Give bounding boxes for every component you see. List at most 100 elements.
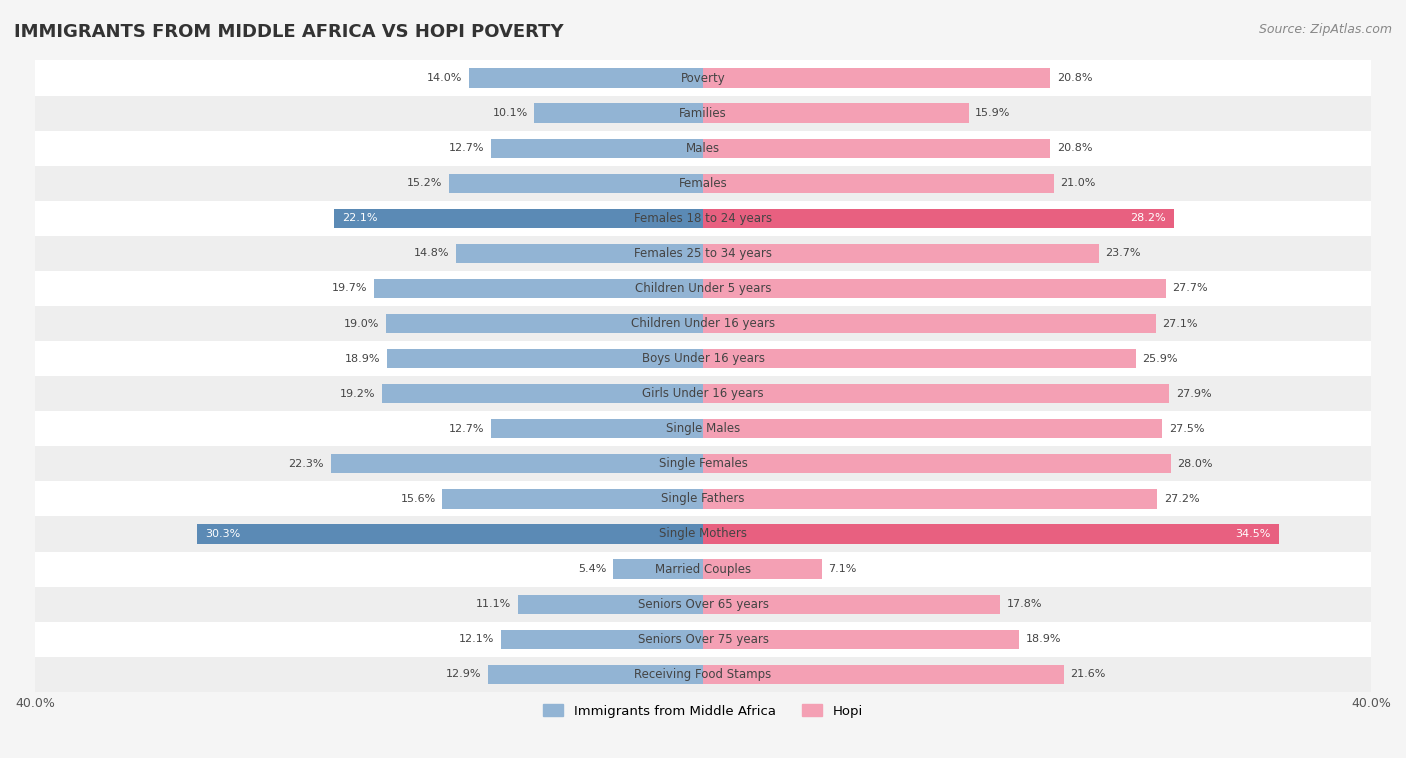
Bar xyxy=(35,341,1371,376)
Text: 27.7%: 27.7% xyxy=(1173,283,1208,293)
Bar xyxy=(703,103,969,123)
Text: 12.9%: 12.9% xyxy=(446,669,481,679)
Bar xyxy=(703,454,1171,474)
Bar xyxy=(703,665,1064,684)
Text: 21.6%: 21.6% xyxy=(1070,669,1105,679)
Bar xyxy=(449,174,703,193)
Text: 14.0%: 14.0% xyxy=(427,73,463,83)
Bar xyxy=(703,314,1156,334)
Text: 21.0%: 21.0% xyxy=(1060,178,1095,188)
Text: Children Under 16 years: Children Under 16 years xyxy=(631,317,775,330)
Bar xyxy=(703,384,1168,403)
Text: 18.9%: 18.9% xyxy=(344,354,381,364)
Text: 19.0%: 19.0% xyxy=(343,318,380,328)
Text: 18.9%: 18.9% xyxy=(1025,634,1062,644)
Text: Families: Families xyxy=(679,107,727,120)
Text: Females 25 to 34 years: Females 25 to 34 years xyxy=(634,247,772,260)
Text: 27.5%: 27.5% xyxy=(1168,424,1205,434)
Text: IMMIGRANTS FROM MIDDLE AFRICA VS HOPI POVERTY: IMMIGRANTS FROM MIDDLE AFRICA VS HOPI PO… xyxy=(14,23,564,41)
Bar xyxy=(35,622,1371,656)
Legend: Immigrants from Middle Africa, Hopi: Immigrants from Middle Africa, Hopi xyxy=(538,699,868,723)
Bar xyxy=(703,244,1099,263)
Bar xyxy=(387,349,703,368)
Bar xyxy=(374,279,703,298)
Text: 12.7%: 12.7% xyxy=(449,424,484,434)
Bar xyxy=(35,201,1371,236)
Bar xyxy=(456,244,703,263)
Text: 28.0%: 28.0% xyxy=(1177,459,1213,469)
Text: 25.9%: 25.9% xyxy=(1142,354,1178,364)
Bar xyxy=(333,208,703,228)
Bar xyxy=(385,314,703,334)
Text: Single Fathers: Single Fathers xyxy=(661,493,745,506)
Text: Single Females: Single Females xyxy=(658,457,748,471)
Bar xyxy=(703,174,1053,193)
Bar xyxy=(35,166,1371,201)
Bar xyxy=(35,412,1371,446)
Text: 15.2%: 15.2% xyxy=(408,178,443,188)
Text: Single Mothers: Single Mothers xyxy=(659,528,747,540)
Text: Males: Males xyxy=(686,142,720,155)
Bar xyxy=(35,446,1371,481)
Text: 22.1%: 22.1% xyxy=(342,213,378,224)
Bar xyxy=(197,525,703,543)
Bar xyxy=(470,68,703,88)
Text: 15.9%: 15.9% xyxy=(976,108,1011,118)
Text: 10.1%: 10.1% xyxy=(492,108,527,118)
Bar xyxy=(35,552,1371,587)
Text: 17.8%: 17.8% xyxy=(1007,599,1042,609)
Bar xyxy=(703,139,1050,158)
Bar xyxy=(35,481,1371,516)
Bar xyxy=(613,559,703,578)
Text: 34.5%: 34.5% xyxy=(1236,529,1271,539)
Bar xyxy=(703,349,1136,368)
Bar xyxy=(703,489,1157,509)
Text: Females 18 to 24 years: Females 18 to 24 years xyxy=(634,211,772,225)
Text: 19.2%: 19.2% xyxy=(340,389,375,399)
Bar xyxy=(703,630,1019,649)
Bar xyxy=(703,594,1000,614)
Text: 20.8%: 20.8% xyxy=(1057,73,1092,83)
Text: 27.1%: 27.1% xyxy=(1163,318,1198,328)
Bar xyxy=(35,516,1371,552)
Bar xyxy=(330,454,703,474)
Bar xyxy=(703,419,1163,438)
Bar xyxy=(534,103,703,123)
Text: 15.6%: 15.6% xyxy=(401,494,436,504)
Bar xyxy=(443,489,703,509)
Bar xyxy=(35,271,1371,306)
Text: 19.7%: 19.7% xyxy=(332,283,367,293)
Text: Poverty: Poverty xyxy=(681,71,725,85)
Bar xyxy=(35,656,1371,692)
Bar xyxy=(703,68,1050,88)
Text: Seniors Over 75 years: Seniors Over 75 years xyxy=(637,633,769,646)
Text: 12.1%: 12.1% xyxy=(458,634,495,644)
Text: 12.7%: 12.7% xyxy=(449,143,484,153)
Bar xyxy=(35,306,1371,341)
Bar xyxy=(35,61,1371,96)
Text: 5.4%: 5.4% xyxy=(578,564,606,574)
Text: 27.2%: 27.2% xyxy=(1164,494,1199,504)
Bar xyxy=(703,559,821,578)
Text: 30.3%: 30.3% xyxy=(205,529,240,539)
Bar xyxy=(517,594,703,614)
Text: 22.3%: 22.3% xyxy=(288,459,323,469)
Text: Girls Under 16 years: Girls Under 16 years xyxy=(643,387,763,400)
Bar xyxy=(491,419,703,438)
Text: Children Under 5 years: Children Under 5 years xyxy=(634,282,772,295)
Text: 20.8%: 20.8% xyxy=(1057,143,1092,153)
Text: 14.8%: 14.8% xyxy=(413,249,449,258)
Text: Single Males: Single Males xyxy=(666,422,740,435)
Text: Boys Under 16 years: Boys Under 16 years xyxy=(641,352,765,365)
Bar xyxy=(488,665,703,684)
Bar xyxy=(35,96,1371,130)
Bar xyxy=(35,130,1371,166)
Text: Receiving Food Stamps: Receiving Food Stamps xyxy=(634,668,772,681)
Text: 23.7%: 23.7% xyxy=(1105,249,1142,258)
Bar xyxy=(501,630,703,649)
Text: 27.9%: 27.9% xyxy=(1175,389,1212,399)
Bar xyxy=(703,279,1166,298)
Text: 28.2%: 28.2% xyxy=(1130,213,1166,224)
Bar xyxy=(491,139,703,158)
Bar xyxy=(35,587,1371,622)
